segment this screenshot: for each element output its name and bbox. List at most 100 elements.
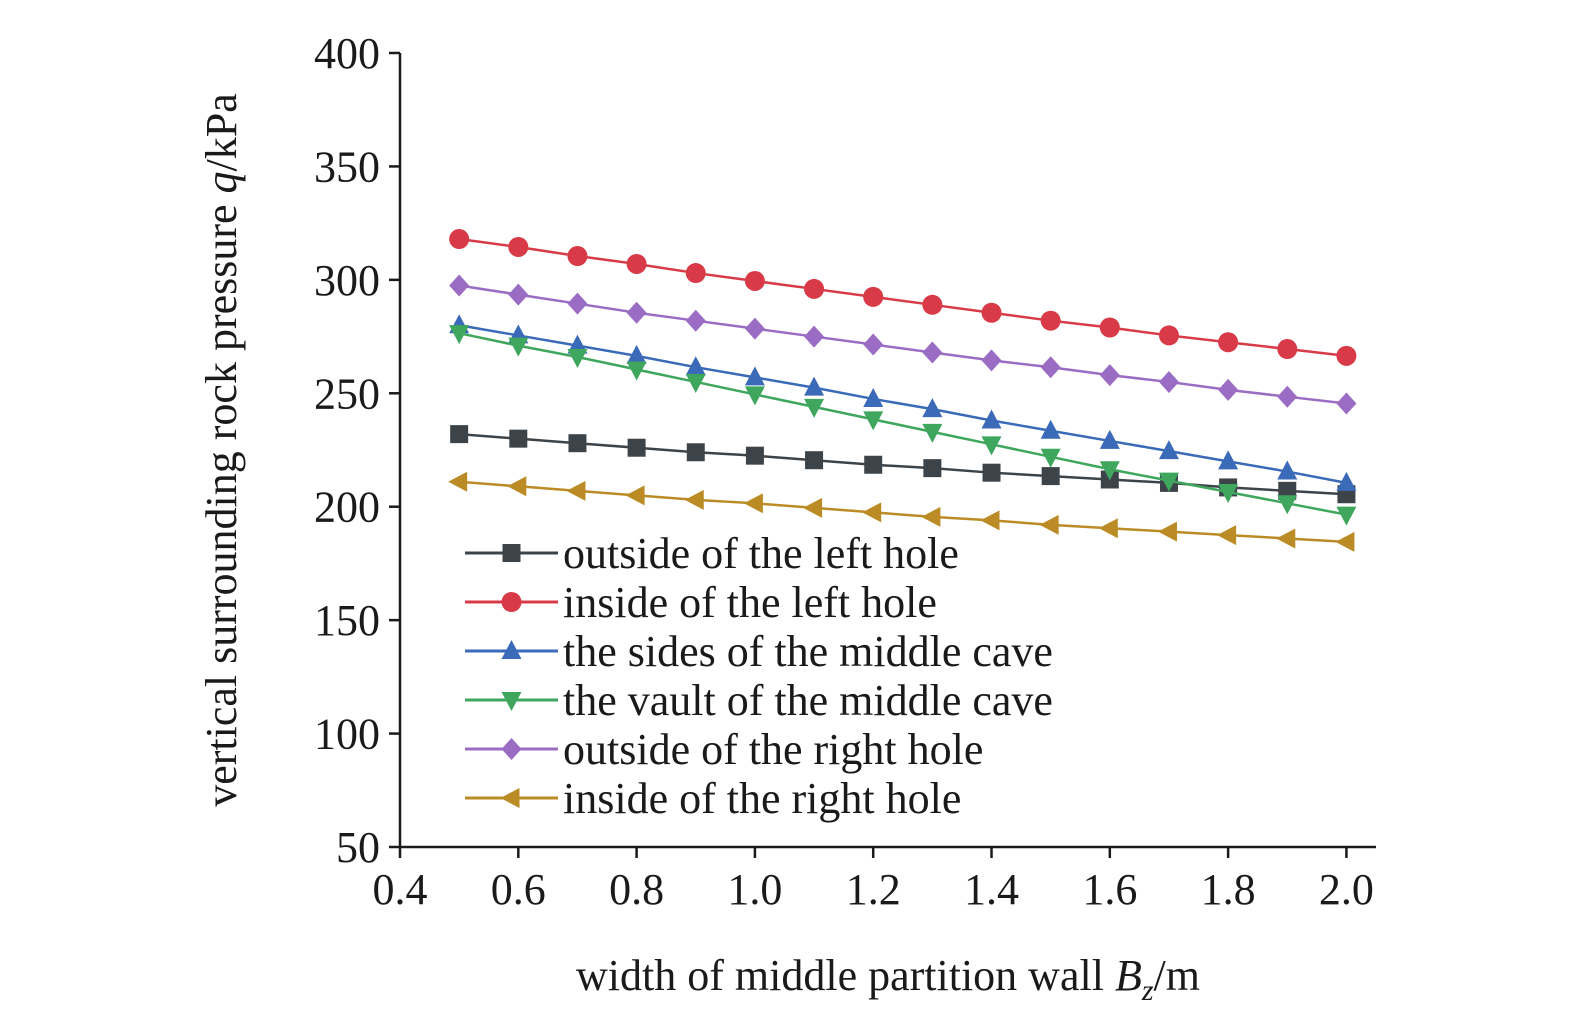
y-axis: 50 100 150 200 250 300 350 400 <box>314 29 402 872</box>
data-point <box>567 246 588 267</box>
data-point <box>685 309 706 332</box>
data-point <box>1040 356 1061 379</box>
legend-marker <box>501 738 522 760</box>
x-axis-title: width of middle partition wall Bz/m <box>576 951 1200 1007</box>
x-axis-title-subscript: z <box>1141 974 1154 1007</box>
x-tick-label: 0.8 <box>609 865 664 914</box>
data-point <box>448 471 468 492</box>
data-point <box>685 263 706 284</box>
data-point <box>1336 471 1357 491</box>
legend-item: the sides of the middle cave <box>465 627 1053 676</box>
data-point <box>863 333 884 356</box>
data-point <box>1336 345 1357 366</box>
data-point <box>1099 364 1120 387</box>
data-point <box>626 361 647 381</box>
legend-label: the vault of the middle cave <box>563 676 1053 725</box>
data-point <box>1277 385 1298 408</box>
data-point <box>863 387 884 407</box>
y-tick-label: 200 <box>314 483 380 532</box>
y-tick-label: 50 <box>336 823 380 872</box>
legend-item: the vault of the middle cave <box>465 676 1053 725</box>
data-point <box>1158 370 1179 393</box>
x-axis-title-prefix: width of middle partition wall <box>576 951 1115 1000</box>
legend-item: inside of the left hole <box>465 578 937 627</box>
data-point <box>684 489 704 510</box>
y-axis-title-prefix: vertical surrounding rock pressure <box>197 193 246 806</box>
series-line <box>458 331 1347 516</box>
data-point <box>1099 429 1120 449</box>
data-point <box>804 325 825 348</box>
data-point <box>567 292 588 315</box>
x-tick-label: 1.6 <box>1082 865 1137 914</box>
data-point <box>804 398 825 418</box>
legend-label: inside of the left hole <box>563 578 937 627</box>
data-point <box>1098 518 1118 539</box>
data-point <box>1158 472 1179 492</box>
data-point <box>626 344 647 364</box>
data-point <box>567 334 588 354</box>
series-line <box>458 323 1347 485</box>
data-point <box>745 446 764 465</box>
data-point <box>744 366 765 386</box>
data-point <box>864 455 883 474</box>
data-point <box>804 278 825 299</box>
series-layer <box>448 229 1357 552</box>
legend-label: the sides of the middle cave <box>563 627 1053 676</box>
data-point <box>744 270 765 291</box>
data-point <box>625 485 645 506</box>
data-point <box>1099 317 1120 338</box>
data-point <box>744 386 765 406</box>
legend-item: inside of the right hole <box>465 774 961 823</box>
legend-marker <box>501 640 522 659</box>
series-2 <box>449 229 1357 366</box>
x-axis-title-variable: B <box>1115 951 1142 1000</box>
data-point <box>922 423 943 443</box>
data-point <box>1277 495 1298 515</box>
legend-label: inside of the right hole <box>563 774 961 823</box>
y-tick-label: 100 <box>314 710 380 759</box>
data-point <box>982 463 1001 482</box>
x-axis: 0.4 0.6 0.8 1.0 1.2 1.4 1.6 1.8 2.0 <box>373 845 1376 914</box>
legend-label: outside of the left hole <box>563 529 959 578</box>
data-point <box>1277 339 1298 360</box>
data-point <box>1157 521 1177 542</box>
data-point <box>805 451 824 470</box>
y-axis-ticks: 50 100 150 200 250 300 350 400 <box>314 29 400 872</box>
series-3 <box>449 314 1357 491</box>
legend-item: outside of the right hole <box>465 725 983 774</box>
series-6 <box>448 471 1355 552</box>
legend-label: outside of the right hole <box>563 725 983 774</box>
data-point <box>685 373 706 393</box>
y-axis-title: vertical surrounding rock pressure q/kPa <box>197 93 246 807</box>
data-point <box>450 425 469 444</box>
data-point <box>803 497 823 518</box>
y-tick-label: 150 <box>314 596 380 645</box>
data-point <box>686 443 705 462</box>
x-tick-label: 2.0 <box>1319 865 1374 914</box>
series-line <box>458 237 1347 358</box>
data-point <box>1336 392 1357 415</box>
legend-item: outside of the left hole <box>465 529 959 578</box>
data-point <box>1158 325 1179 346</box>
data-point <box>862 502 882 523</box>
data-point <box>449 325 470 345</box>
data-point <box>566 480 586 501</box>
data-point <box>626 301 647 324</box>
y-tick-label: 250 <box>314 369 380 418</box>
data-point <box>1158 440 1179 460</box>
data-point <box>1039 514 1059 535</box>
x-axis-ticks: 0.4 0.6 0.8 1.0 1.2 1.4 1.6 1.8 2.0 <box>373 847 1374 914</box>
y-tick-label: 300 <box>314 256 380 305</box>
data-point <box>1040 448 1061 468</box>
data-point <box>744 317 765 340</box>
data-point <box>449 274 470 297</box>
data-point <box>981 436 1002 456</box>
data-point <box>922 341 943 364</box>
series-4 <box>449 325 1357 526</box>
legend-marker <box>501 592 522 612</box>
data-point <box>1276 528 1296 549</box>
data-point <box>508 283 529 306</box>
y-tick-label: 350 <box>314 142 380 191</box>
